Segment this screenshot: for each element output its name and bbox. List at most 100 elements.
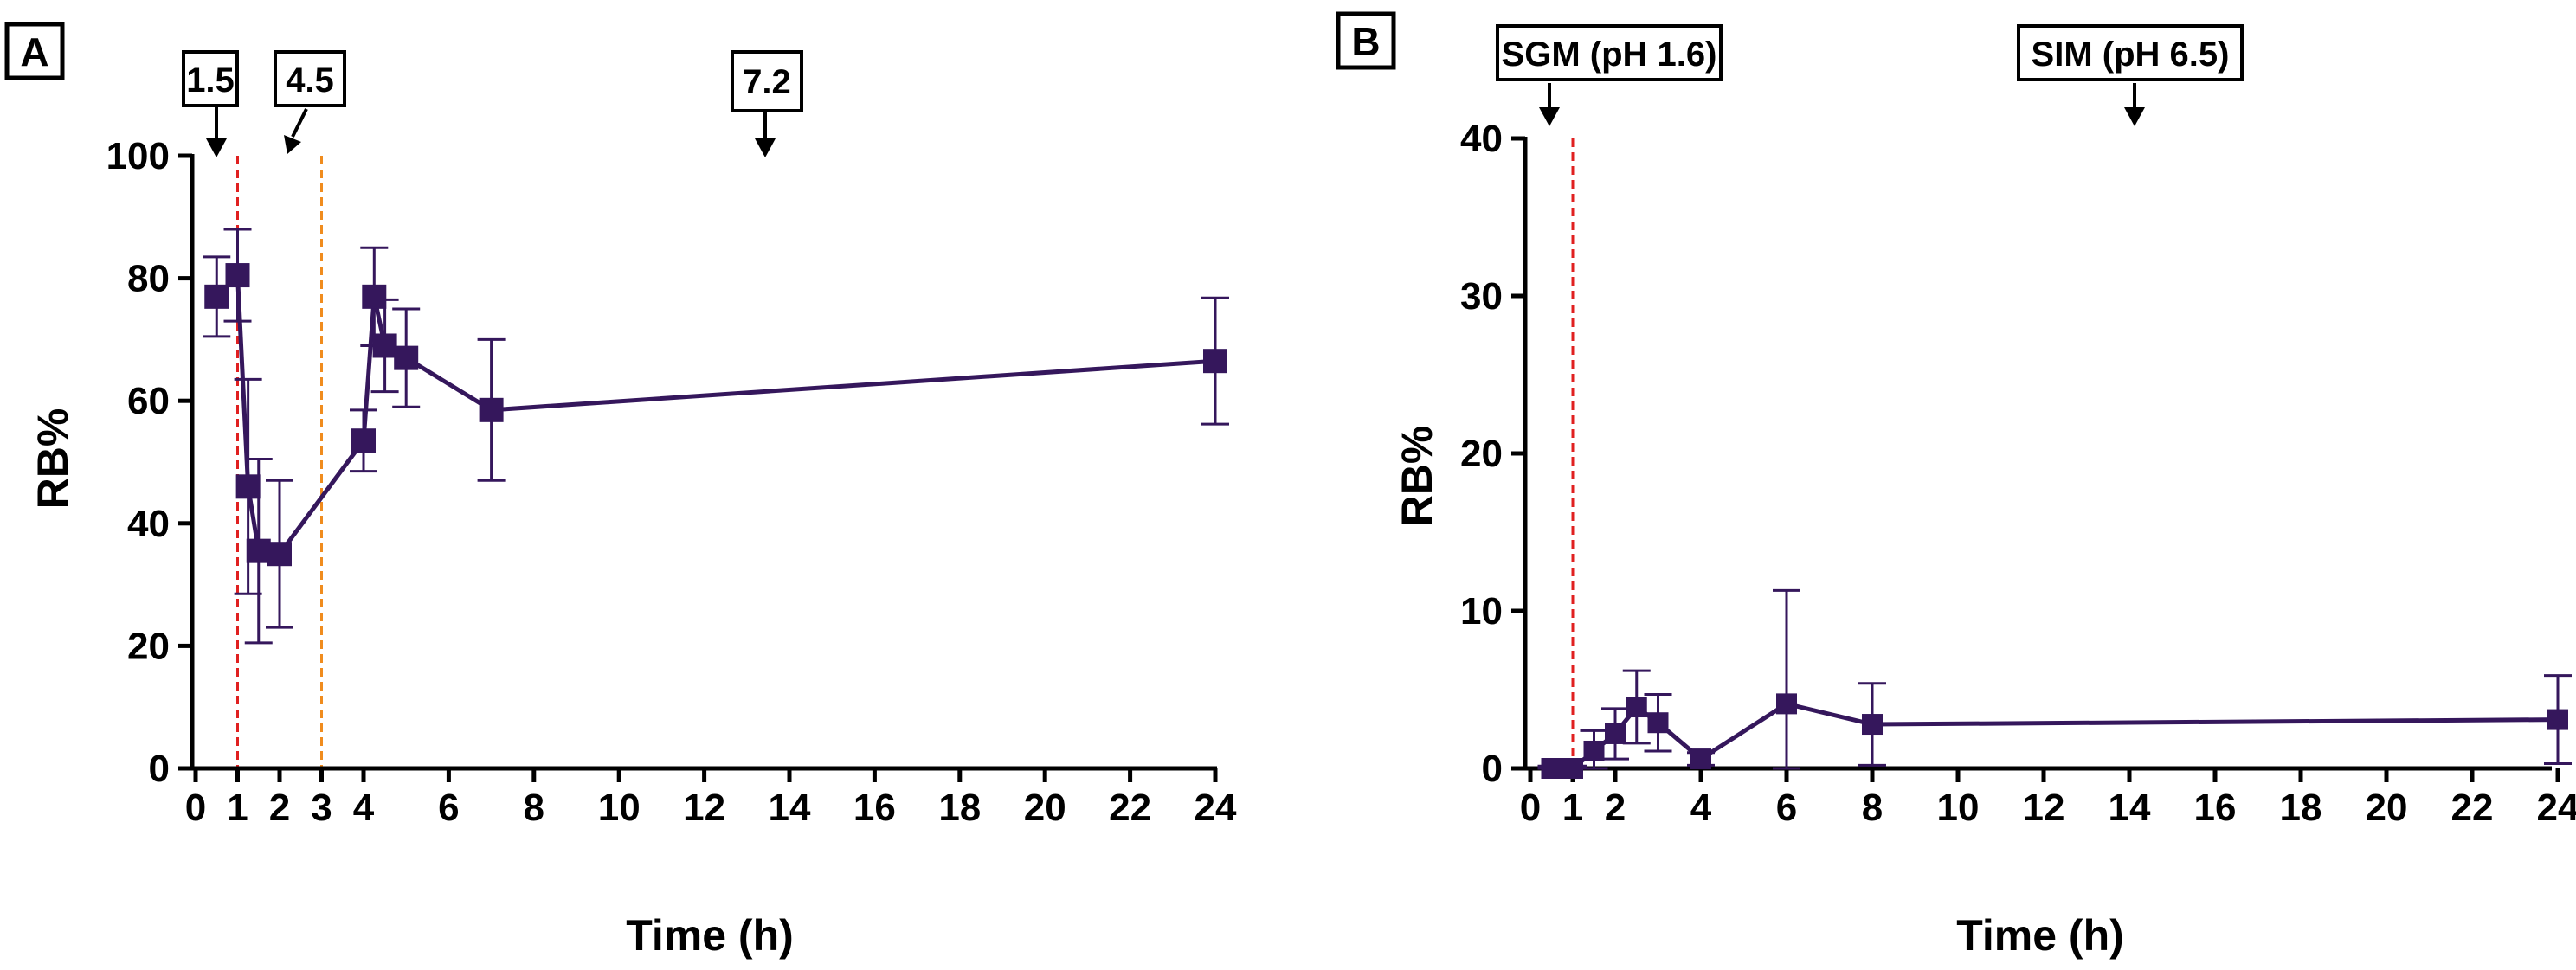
x-tick-label: 0: [185, 787, 206, 829]
x-tick-label: 14: [2109, 787, 2151, 829]
panel-letter-box: [1336, 11, 1396, 70]
y-tick-label: 30: [1460, 275, 1503, 318]
y-tick-label: 0: [1482, 748, 1503, 790]
y-tick-label: 20: [127, 625, 170, 667]
arrow-head-icon: [755, 138, 776, 157]
data-point: [246, 538, 271, 563]
y-tick-label: 20: [1460, 433, 1503, 475]
x-tick-label: 4: [1690, 787, 1712, 829]
x-tick-label: 4: [353, 787, 375, 829]
annotation: 7.2: [731, 50, 803, 157]
x-tick-label: 24: [1195, 787, 1237, 829]
arrow-head-icon: [2124, 107, 2145, 126]
x-tick-label: 20: [1024, 787, 1066, 829]
data-point: [351, 428, 376, 453]
annotation-box: [2017, 24, 2244, 81]
annotation-label: SIM (pH 6.5): [2032, 35, 2230, 74]
y-tick-label: 100: [106, 135, 170, 177]
data-point: [1690, 748, 1711, 770]
annotations: SGM (pH 1.6) SIM (pH 6.5): [1496, 24, 2244, 126]
x-tick-label: 3: [311, 787, 332, 829]
y-tick-label: 80: [127, 258, 170, 300]
x-tick-label: 22: [1109, 787, 1151, 829]
annotation-box: [182, 50, 239, 107]
x-tick-label: 12: [683, 787, 725, 829]
x-tick-label: 1: [227, 787, 248, 829]
y-tick-label: 40: [127, 503, 170, 545]
y-axis-label: RB%: [29, 408, 77, 510]
annotation-box: [731, 50, 803, 112]
x-tick-label: 12: [2023, 787, 2065, 829]
data-point: [1626, 697, 1647, 718]
x-tick-label: 18: [2280, 787, 2322, 829]
data-point: [267, 542, 292, 567]
x-tick-label: 16: [2194, 787, 2237, 829]
data-point: [1647, 712, 1669, 734]
x-tick-label: 2: [1605, 787, 1626, 829]
series-line: [1551, 701, 2559, 771]
x-axis-label: Time (h): [626, 911, 794, 960]
reference-lines: [236, 156, 323, 768]
x-tick-label: 6: [1776, 787, 1797, 829]
x-tick-label: 0: [1520, 787, 1541, 829]
annotation: 4.5: [274, 50, 346, 154]
x-tick-label: 10: [598, 787, 641, 829]
annotation-label: 1.5: [186, 61, 235, 100]
x-tick-label: 22: [2451, 787, 2494, 829]
data-point: [235, 474, 261, 499]
data-point: [2547, 709, 2568, 730]
data-point: [225, 263, 250, 288]
y-tick-label: 60: [127, 380, 170, 422]
series-line: [215, 273, 1216, 556]
annotation-box: [274, 50, 346, 107]
x-axis-label: Time (h): [1956, 911, 2124, 960]
x-tick-label: 1: [1562, 787, 1583, 829]
x-tick-label: 16: [853, 787, 896, 829]
annotation: SIM (pH 6.5): [2017, 24, 2244, 126]
data-point: [362, 284, 387, 309]
panel-letter: B: [1351, 19, 1380, 64]
annotation: 1.5: [182, 50, 239, 157]
x-tick-label: 2: [269, 787, 290, 829]
data-point: [1562, 758, 1583, 779]
data-point: [479, 397, 504, 422]
data-point: [1862, 714, 1883, 736]
x-tick-label: 20: [2366, 787, 2408, 829]
data-series: [1537, 588, 2572, 779]
arrow-head-icon: [284, 135, 301, 154]
data-series: [203, 228, 1229, 645]
x-tick-label: 18: [938, 787, 981, 829]
x-tick-label: 14: [769, 787, 811, 829]
y-axis-label: RB%: [1393, 426, 1441, 527]
data-point: [394, 345, 419, 370]
panel-letter: A: [20, 29, 48, 74]
x-tick-label: 10: [1937, 787, 1980, 829]
x-tick-label: 6: [438, 787, 459, 829]
annotation-arrow: [291, 108, 308, 138]
annotations: 1.5 4.5 7.2: [182, 50, 803, 157]
x-tick-label: 8: [1862, 787, 1883, 829]
data-point: [204, 284, 229, 309]
data-point: [1203, 349, 1227, 374]
arrow-head-icon: [206, 138, 227, 157]
arrow-head-icon: [1539, 107, 1560, 126]
panel-letter-box: [4, 22, 65, 80]
annotation-box: [1496, 24, 1723, 81]
error-bar: [1773, 588, 1800, 770]
x-tick-label: 24: [2537, 787, 2576, 829]
annotation-label: SGM (pH 1.6): [1502, 35, 1717, 74]
data-point: [1583, 740, 1605, 761]
annotation-label: 4.5: [286, 61, 334, 100]
annotation: SGM (pH 1.6): [1496, 24, 1723, 126]
data-point: [372, 333, 397, 358]
data-point: [1541, 758, 1562, 779]
annotation-label: 7.2: [743, 63, 791, 101]
data-point: [1776, 693, 1797, 715]
data-point: [1605, 723, 1626, 744]
y-tick-label: 0: [149, 748, 170, 790]
